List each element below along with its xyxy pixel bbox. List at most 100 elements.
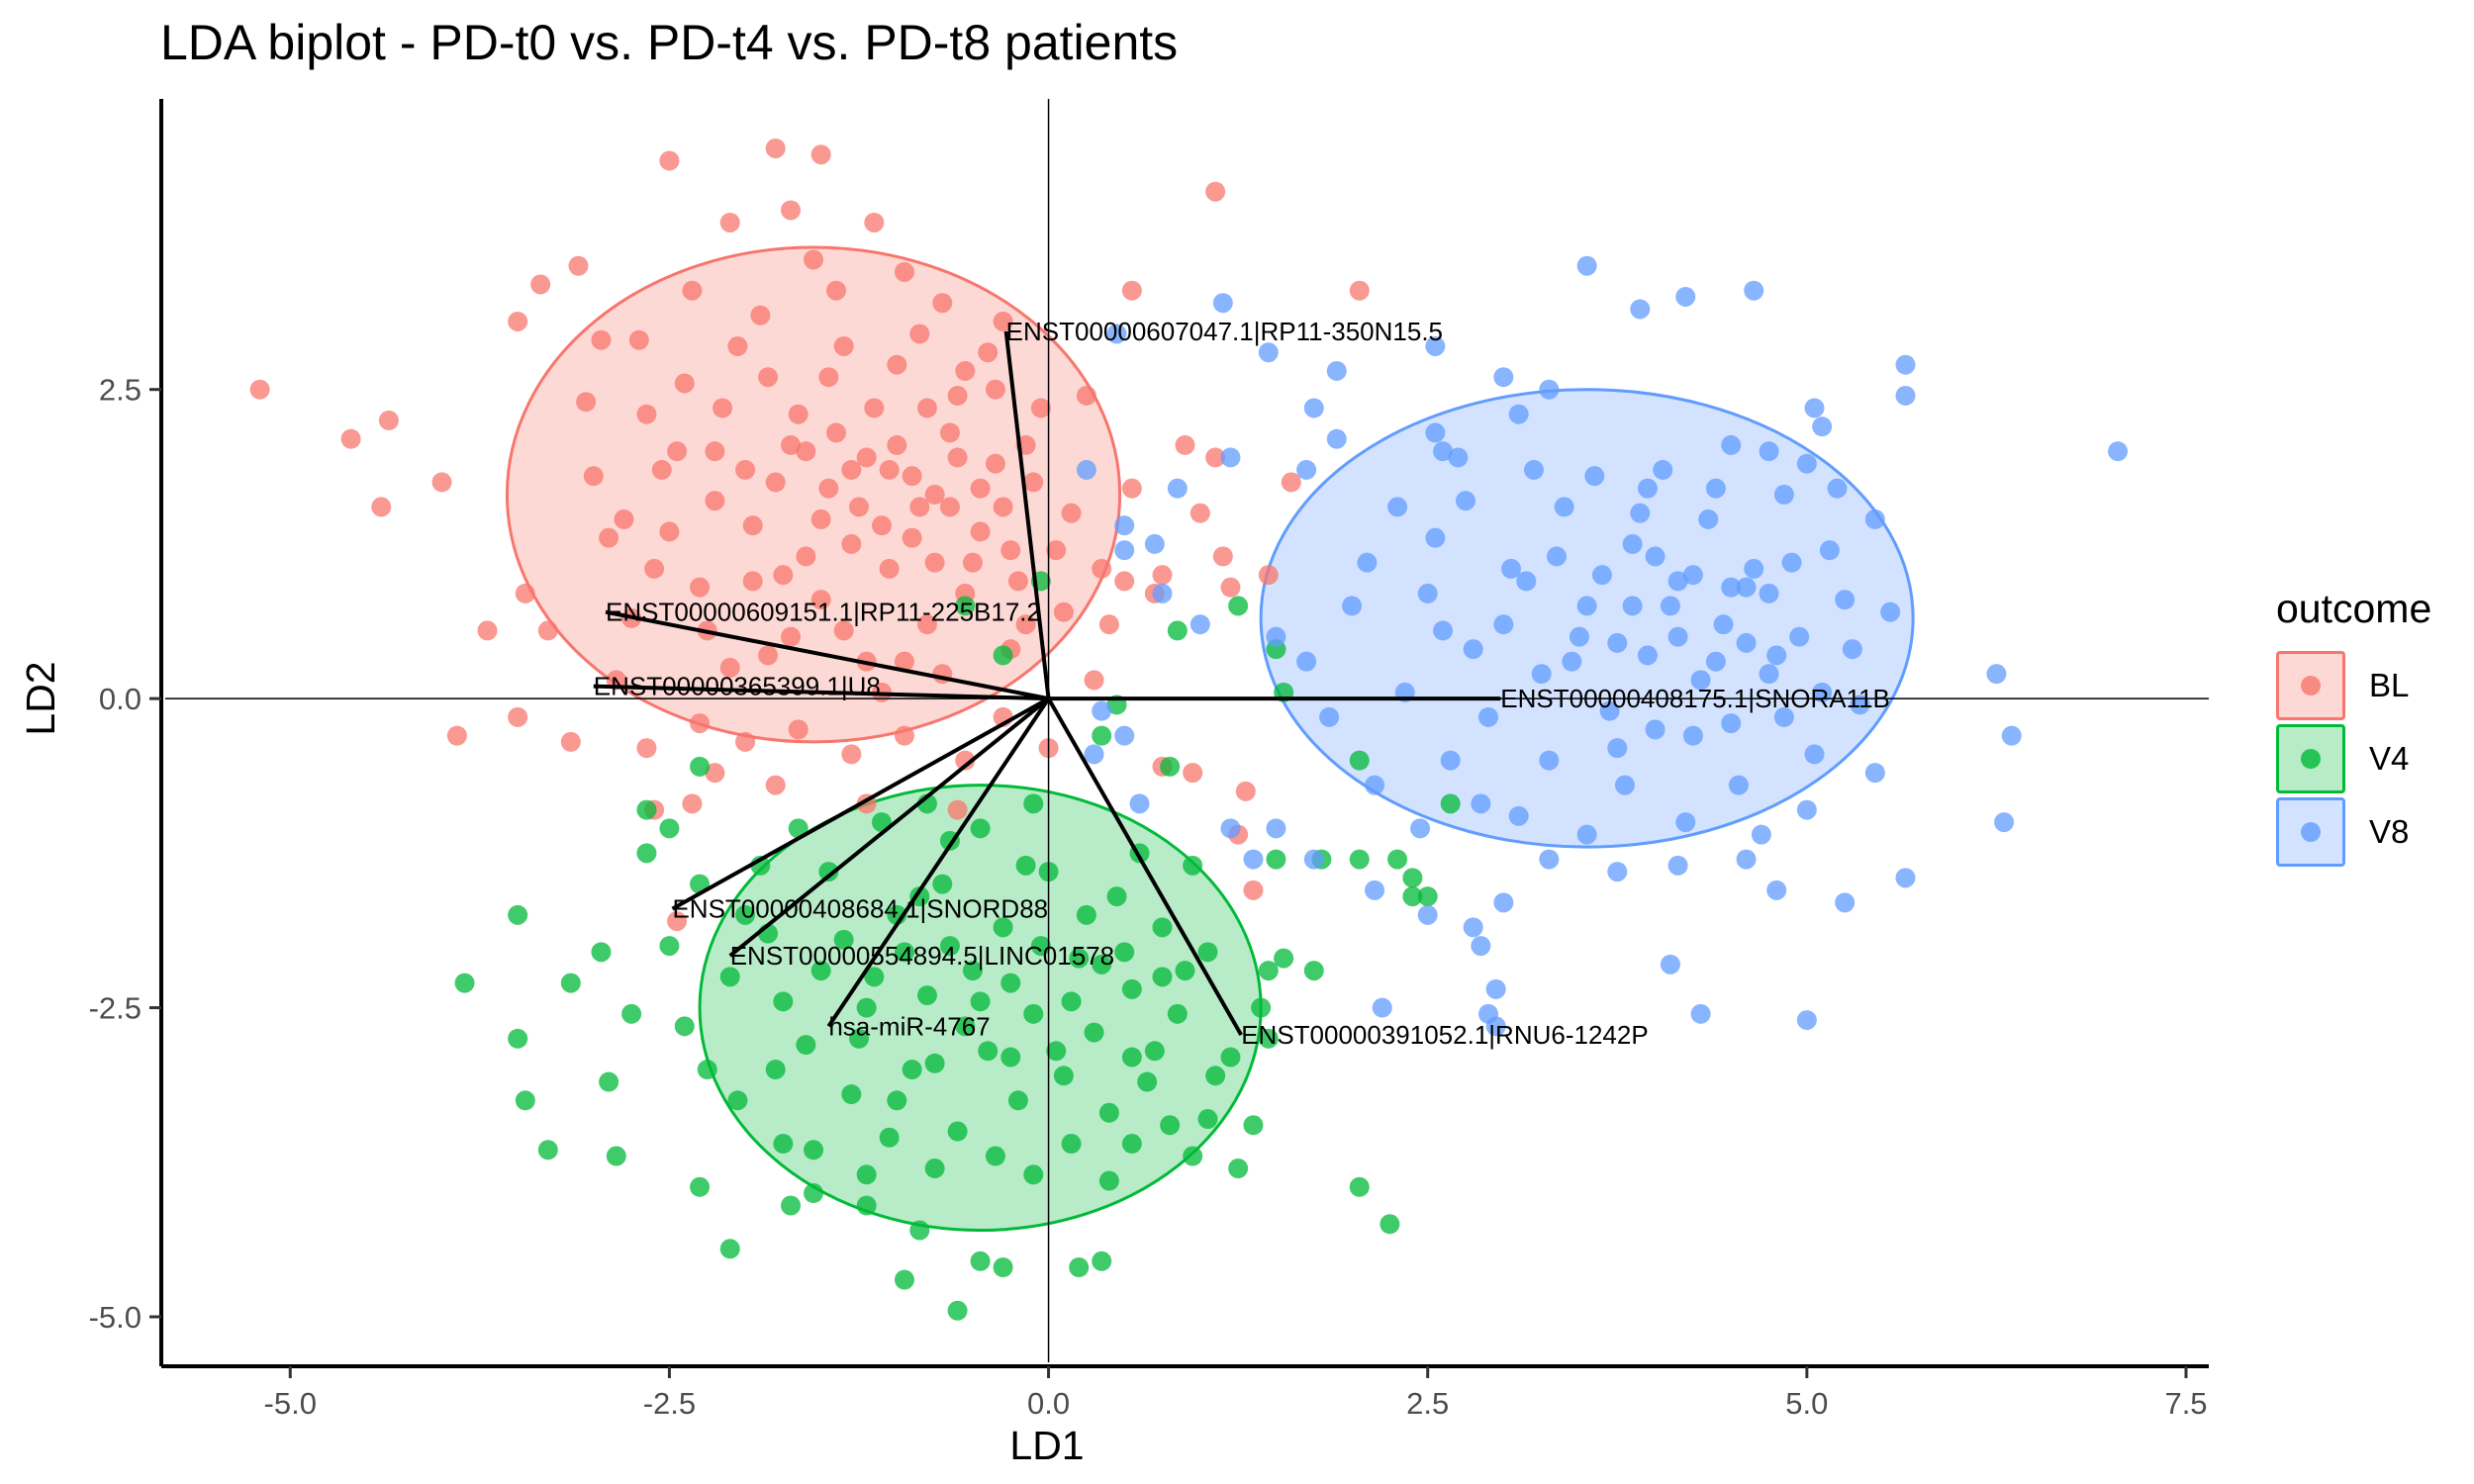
- point-v8-26: [1243, 849, 1264, 870]
- reference-lines: [165, 99, 2209, 1362]
- point-bl-141: [636, 738, 657, 759]
- point-v8-49: [1895, 354, 1916, 375]
- point-bl-93: [1007, 571, 1028, 592]
- point-v4-122: [1030, 936, 1051, 957]
- point-v4-93: [848, 1028, 869, 1049]
- point-v8-6: [1212, 293, 1233, 314]
- point-v8-53: [1721, 434, 1742, 455]
- point-v8-130: [1682, 565, 1703, 586]
- point-bl-27: [1114, 571, 1135, 592]
- point-v8-38: [1660, 954, 1680, 974]
- point-bl-88: [932, 293, 953, 314]
- x-tick-label-0: -5.0: [264, 1386, 317, 1421]
- point-v4-125: [1121, 1047, 1142, 1067]
- point-v8-64: [1576, 596, 1597, 616]
- point-bl-39: [1183, 763, 1203, 784]
- point-bl-64: [909, 324, 930, 344]
- point-v4-7: [599, 1071, 619, 1092]
- point-v8-99: [1660, 596, 1680, 616]
- point-v8-138: [1667, 855, 1688, 876]
- point-v8-42: [1835, 892, 1856, 913]
- point-v8-96: [1614, 775, 1635, 795]
- point-v8-101: [1690, 670, 1711, 691]
- point-v4-33: [1303, 961, 1324, 981]
- point-v8-135: [1773, 706, 1794, 727]
- point-v8-71: [1698, 509, 1719, 529]
- point-bl-61: [864, 398, 885, 418]
- point-bl-14: [560, 731, 581, 752]
- point-bl-121: [614, 509, 634, 529]
- point-v4-14: [773, 1134, 794, 1155]
- point-v8-50: [1812, 417, 1833, 437]
- point-v8-35: [1372, 997, 1392, 1018]
- point-v4-119: [939, 936, 960, 957]
- point-bl-134: [916, 398, 937, 418]
- point-v8-45: [2001, 725, 2022, 746]
- point-v4-106: [1114, 942, 1135, 963]
- point-v4-126: [1152, 967, 1173, 987]
- point-v8-70: [1682, 725, 1703, 746]
- point-v8-47: [2108, 441, 2129, 462]
- point-v4-8: [606, 1146, 626, 1166]
- point-v8-30: [1417, 904, 1438, 925]
- point-v4-94: [879, 1127, 900, 1148]
- point-v8-84: [1417, 583, 1438, 603]
- point-v8-27: [1266, 818, 1286, 839]
- point-bl-7: [568, 255, 589, 276]
- point-v8-109: [1812, 682, 1833, 702]
- point-v4-70: [947, 1121, 968, 1142]
- point-v4-19: [909, 1220, 930, 1241]
- legend-dot-bl: [2301, 676, 2321, 696]
- point-v4-26: [1183, 1146, 1203, 1166]
- point-v8-136: [1539, 849, 1560, 870]
- y-tick-label-2: -2.5: [89, 991, 142, 1026]
- x-tick-label-1: -2.5: [643, 1386, 696, 1421]
- point-v8-39: [1690, 1003, 1711, 1024]
- point-bl-19: [659, 150, 680, 171]
- y-tick-label-0: 2.5: [99, 373, 142, 408]
- point-v4-32: [1274, 948, 1294, 969]
- y-tick-label-1: 0.0: [99, 682, 142, 716]
- point-bl-41: [1235, 781, 1256, 801]
- point-bl-78: [750, 305, 771, 325]
- point-v4-77: [1053, 1066, 1074, 1086]
- point-bl-129: [841, 533, 862, 554]
- point-v8-114: [1319, 706, 1340, 727]
- point-bl-110: [833, 335, 854, 356]
- point-v8-51: [1804, 398, 1825, 418]
- point-bl-4: [431, 472, 452, 493]
- point-v4-42: [1402, 868, 1423, 888]
- point-v4-0: [454, 973, 475, 993]
- point-bl-146: [894, 725, 914, 746]
- point-v4-136: [804, 1183, 824, 1204]
- point-v8-41: [1766, 880, 1787, 900]
- point-bl-37: [1349, 280, 1370, 301]
- loading-label-2: ENST00000365399.1|U8: [594, 672, 881, 701]
- point-v8-127: [1622, 596, 1643, 616]
- point-bl-87: [916, 614, 937, 635]
- point-v8-87: [1478, 706, 1499, 727]
- point-bl-126: [796, 441, 816, 462]
- point-v4-39: [1380, 1214, 1400, 1235]
- point-bl-149: [1084, 670, 1104, 691]
- point-v8-108: [1796, 799, 1817, 820]
- point-bl-29: [1189, 503, 1210, 523]
- loading-arrow-0: [1003, 330, 1051, 699]
- point-v4-65: [864, 967, 885, 987]
- point-v4-116: [856, 997, 877, 1018]
- point-v8-73: [1728, 775, 1749, 795]
- point-bl-86: [902, 527, 922, 548]
- point-v4-54: [1349, 750, 1370, 771]
- point-bl-138: [985, 453, 1005, 474]
- point-v8-66: [1622, 533, 1643, 554]
- point-v8-134: [1759, 583, 1779, 603]
- point-v4-124: [1092, 954, 1112, 974]
- point-v4-31: [1258, 961, 1279, 981]
- point-v4-95: [894, 942, 914, 963]
- point-v8-90: [1523, 459, 1544, 480]
- point-v8-61: [1501, 558, 1522, 579]
- point-v8-67: [1637, 645, 1658, 666]
- point-v4-104: [1076, 904, 1096, 925]
- point-bl-53: [727, 335, 748, 356]
- point-v4-84: [1167, 1003, 1188, 1024]
